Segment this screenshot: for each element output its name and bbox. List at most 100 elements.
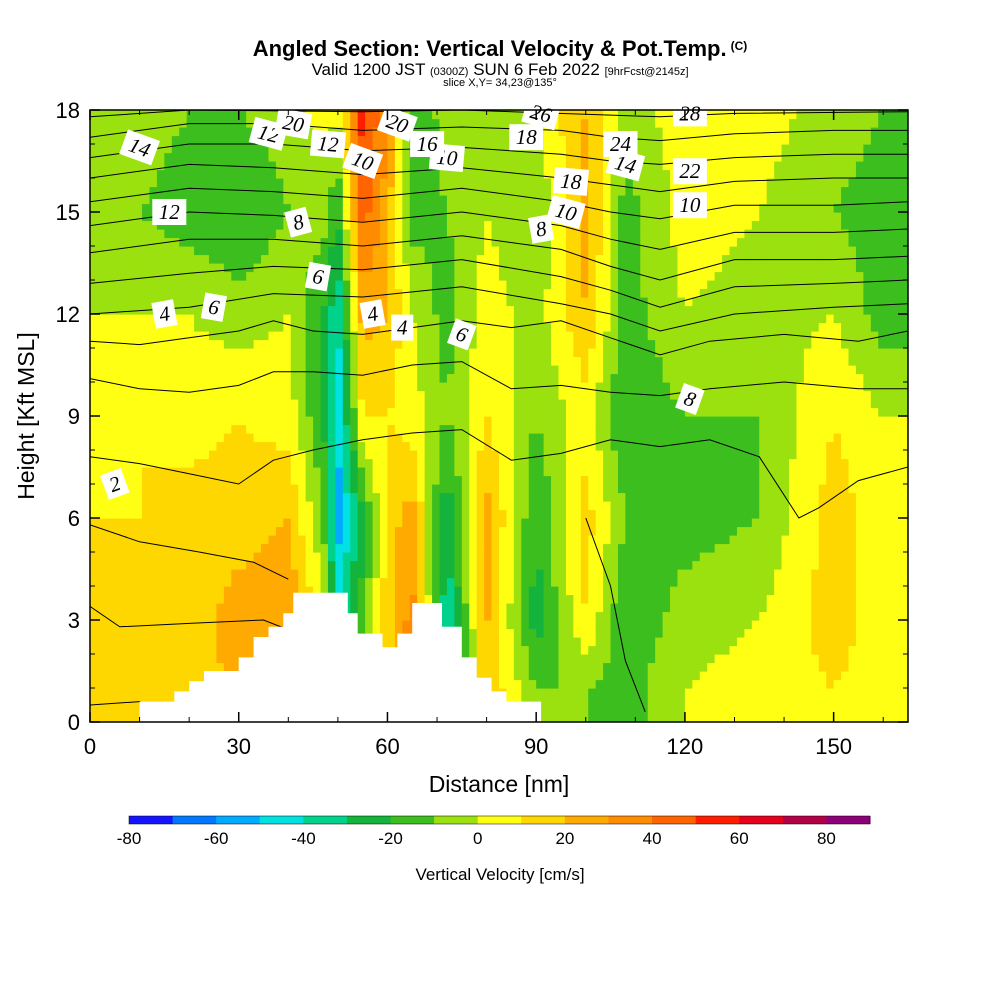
velocity-cell bbox=[97, 433, 106, 443]
velocity-cell bbox=[208, 458, 218, 468]
velocity-cell bbox=[380, 339, 389, 349]
velocity-cell bbox=[149, 246, 158, 256]
velocity-cell bbox=[476, 586, 485, 596]
velocity-cell bbox=[365, 178, 374, 188]
velocity-cell bbox=[335, 543, 344, 553]
velocity-cell bbox=[506, 373, 515, 383]
velocity-cell bbox=[357, 535, 366, 545]
velocity-cell bbox=[551, 637, 560, 647]
velocity-cell bbox=[357, 237, 366, 247]
velocity-cell bbox=[231, 280, 240, 290]
velocity-cell bbox=[223, 518, 232, 528]
velocity-cell bbox=[223, 526, 232, 536]
velocity-cell bbox=[104, 220, 113, 230]
velocity-cell bbox=[506, 492, 515, 502]
velocity-cell bbox=[238, 178, 247, 188]
velocity-cell bbox=[506, 501, 515, 511]
velocity-cell bbox=[313, 331, 322, 341]
velocity-cell bbox=[290, 237, 299, 247]
velocity-cell bbox=[402, 475, 411, 485]
velocity-cell bbox=[201, 271, 210, 281]
velocity-cell bbox=[253, 322, 262, 332]
velocity-cell bbox=[134, 662, 143, 672]
velocity-cell bbox=[350, 467, 359, 477]
velocity-cell bbox=[528, 509, 537, 519]
velocity-cell bbox=[446, 518, 455, 528]
velocity-cell bbox=[134, 467, 143, 477]
velocity-cell bbox=[335, 169, 344, 179]
velocity-cell bbox=[275, 186, 284, 196]
velocity-cell bbox=[119, 254, 128, 264]
velocity-cell bbox=[476, 212, 485, 222]
velocity-cell bbox=[446, 492, 455, 502]
velocity-cell bbox=[290, 492, 299, 502]
velocity-cell bbox=[394, 416, 403, 426]
velocity-cell bbox=[268, 356, 277, 366]
velocity-cell bbox=[216, 373, 225, 383]
velocity-cell bbox=[551, 127, 560, 137]
velocity-cell bbox=[201, 373, 210, 383]
velocity-cell bbox=[208, 424, 218, 434]
velocity-cell bbox=[580, 467, 589, 477]
velocity-cell bbox=[246, 450, 255, 460]
velocity-cell bbox=[521, 416, 530, 426]
velocity-cell bbox=[179, 509, 188, 519]
velocity-cell bbox=[261, 339, 270, 349]
velocity-cell bbox=[491, 390, 500, 400]
velocity-cell bbox=[513, 637, 522, 647]
velocity-cell bbox=[253, 254, 262, 264]
velocity-cell bbox=[201, 280, 210, 290]
velocity-cell bbox=[134, 713, 143, 722]
velocity-cell bbox=[588, 671, 597, 681]
velocity-cell bbox=[216, 569, 225, 579]
velocity-cell bbox=[439, 577, 448, 587]
velocity-cell bbox=[394, 339, 403, 349]
velocity-cell bbox=[171, 161, 180, 171]
velocity-cell bbox=[275, 399, 284, 409]
velocity-cell bbox=[484, 365, 493, 375]
velocity-cell bbox=[320, 178, 329, 188]
velocity-cell bbox=[216, 152, 225, 162]
velocity-cell bbox=[551, 365, 560, 375]
velocity-cell bbox=[595, 569, 604, 579]
velocity-cell bbox=[506, 586, 515, 596]
velocity-cell bbox=[268, 144, 277, 154]
velocity-cell bbox=[446, 127, 455, 137]
velocity-cell bbox=[484, 535, 493, 545]
velocity-cell bbox=[350, 263, 359, 273]
velocity-cell bbox=[506, 560, 515, 570]
velocity-cell bbox=[253, 594, 262, 604]
velocity-cell bbox=[275, 620, 284, 630]
velocity-cell bbox=[223, 297, 232, 307]
velocity-cell bbox=[104, 696, 113, 706]
velocity-cell bbox=[432, 271, 441, 281]
velocity-cell bbox=[342, 271, 351, 281]
velocity-cell bbox=[90, 322, 99, 332]
velocity-cell bbox=[342, 280, 351, 290]
velocity-cell bbox=[127, 586, 136, 596]
velocity-cell bbox=[112, 705, 121, 715]
velocity-cell bbox=[246, 560, 255, 570]
velocity-cell bbox=[528, 577, 537, 587]
velocity-cell bbox=[342, 484, 351, 494]
velocity-cell bbox=[365, 246, 374, 256]
velocity-cell bbox=[394, 220, 403, 230]
velocity-cell bbox=[313, 484, 322, 494]
velocity-cell bbox=[290, 441, 299, 451]
velocity-cell bbox=[565, 705, 574, 715]
velocity-cell bbox=[565, 118, 574, 128]
velocity-cell bbox=[521, 577, 530, 587]
velocity-field bbox=[90, 110, 908, 722]
velocity-cell bbox=[231, 620, 240, 630]
velocity-cell bbox=[275, 237, 284, 247]
velocity-cell bbox=[223, 356, 232, 366]
velocity-cell bbox=[513, 152, 522, 162]
velocity-cell bbox=[387, 254, 396, 264]
velocity-cell bbox=[402, 552, 411, 562]
velocity-cell bbox=[484, 195, 493, 205]
velocity-cell bbox=[201, 229, 210, 239]
velocity-cell bbox=[528, 484, 537, 494]
velocity-cell bbox=[528, 186, 537, 196]
velocity-cell bbox=[461, 484, 470, 494]
velocity-cell bbox=[231, 416, 240, 426]
